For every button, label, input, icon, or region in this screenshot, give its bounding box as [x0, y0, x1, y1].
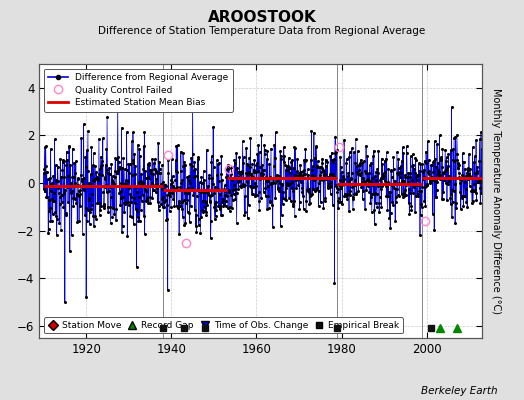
Text: AROOSTOOK: AROOSTOOK	[208, 10, 316, 25]
Y-axis label: Monthly Temperature Anomaly Difference (°C): Monthly Temperature Anomaly Difference (…	[491, 88, 501, 314]
Legend: Station Move, Record Gap, Time of Obs. Change, Empirical Break: Station Move, Record Gap, Time of Obs. C…	[44, 317, 402, 334]
Text: Berkeley Earth: Berkeley Earth	[421, 386, 498, 396]
Text: Difference of Station Temperature Data from Regional Average: Difference of Station Temperature Data f…	[99, 26, 425, 36]
